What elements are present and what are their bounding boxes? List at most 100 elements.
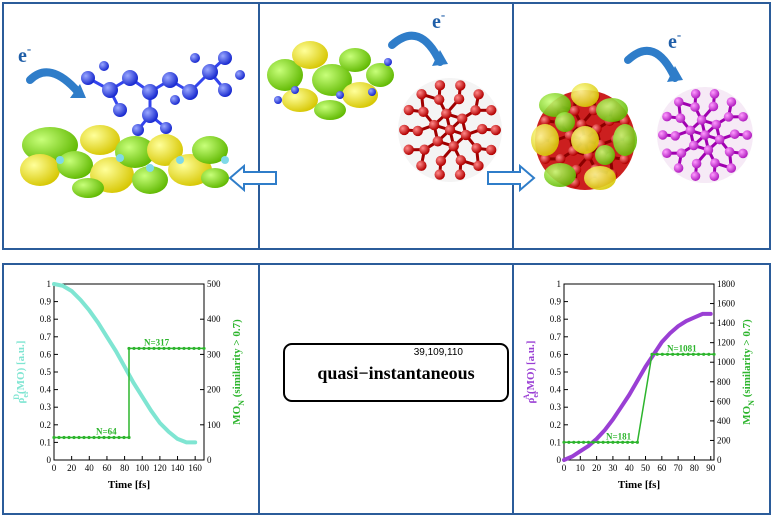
- annotation-low: N=181: [606, 431, 632, 441]
- mo-count-point: [702, 352, 706, 356]
- y-right-tick-label: 300: [207, 349, 221, 359]
- mo-count-point: [127, 346, 131, 351]
- x-tick-label: 120: [153, 463, 167, 473]
- panel-top-left: [2, 2, 260, 250]
- y-left-superscript: A: [522, 394, 531, 400]
- y-right-tick-label: 1600: [717, 299, 736, 309]
- mo-count-point: [650, 352, 654, 356]
- mo-count-point: [82, 435, 86, 440]
- y-left-symbol: ρ: [525, 397, 537, 403]
- x-axis-label: Time [fs]: [618, 479, 660, 491]
- mo-count-point: [681, 352, 685, 356]
- donor-orbital-icon: [20, 125, 229, 198]
- y-right-symbol: MO: [231, 405, 243, 424]
- y-right-tick-label: 800: [717, 377, 731, 387]
- x-tick-label: 20: [67, 463, 77, 473]
- mo-count-point: [132, 346, 136, 351]
- mo-count-point: [696, 352, 701, 356]
- y-right-tick-label: 100: [207, 420, 221, 430]
- x-tick-label: 80: [120, 463, 130, 473]
- x-tick-label: 140: [171, 463, 185, 473]
- x-tick-label: 60: [657, 463, 667, 473]
- y-right-rest: (similarity > 0.7): [741, 319, 753, 400]
- y-left-tick-label: 0: [47, 455, 52, 465]
- y-left-tick-label: 0.1: [550, 437, 561, 447]
- electron-label-right: e-: [668, 27, 681, 53]
- panel-bottom-right: [512, 263, 771, 515]
- donor-molecule-icon: [81, 51, 245, 136]
- y-right-tick-label: 200: [207, 385, 221, 395]
- y-right-tick-label: 1200: [717, 338, 736, 348]
- y-left-rest: (MO) [a.u.]: [525, 341, 537, 394]
- mo-count-point: [107, 435, 111, 440]
- y-left-symbol: ρ: [15, 397, 27, 403]
- y-left-tick-label: 0.8: [40, 314, 52, 324]
- y-left-subscript: el: [531, 391, 540, 398]
- mo-count-point: [167, 346, 171, 351]
- y-left-tick-label: 0: [557, 455, 562, 465]
- mo-count-point: [197, 346, 201, 351]
- mo-count-point: [707, 352, 711, 356]
- y-right-tick-label: 200: [717, 435, 731, 445]
- y-left-tick-label: 0.4: [550, 385, 562, 395]
- y-left-superscript: D: [12, 394, 21, 400]
- mo-count-point: [177, 346, 181, 351]
- y-right-tick-label: 400: [717, 416, 731, 426]
- mo-count-point: [655, 352, 659, 356]
- mo-count-point: [147, 346, 151, 351]
- panel-bottom-left: [2, 263, 260, 515]
- mo-count-point: [97, 435, 101, 440]
- hollow-arrow-right-icon: [487, 163, 536, 193]
- mo-count-point: [192, 346, 196, 351]
- quasi-instantaneous-label: quasi−instantaneous: [317, 363, 475, 383]
- mo-count-point: [77, 435, 81, 440]
- y-right-symbol: MO: [741, 405, 753, 424]
- mo-count-point: [567, 440, 571, 444]
- mo-count-point: [57, 435, 61, 440]
- x-tick-label: 0: [562, 463, 567, 473]
- mo-count-point: [202, 346, 206, 351]
- y-right-tick-label: 500: [207, 279, 221, 289]
- mo-count-point: [562, 440, 566, 444]
- y-left-axis-label: ρelA(MO) [a.u.]: [522, 341, 540, 404]
- x-tick-label: 70: [674, 463, 684, 473]
- y-left-tick-label: 1: [47, 279, 52, 289]
- mo-count-point: [625, 440, 630, 444]
- mo-count-point: [157, 346, 161, 351]
- y-right-axis-label: MON (similarity > 0.7): [741, 319, 756, 425]
- x-tick-label: 60: [102, 463, 112, 473]
- x-tick-label: 0: [52, 463, 57, 473]
- y-left-tick-label: 0.3: [40, 402, 52, 412]
- mo-count-point: [152, 346, 156, 351]
- x-tick-label: 30: [608, 463, 618, 473]
- mo-count-point: [92, 435, 96, 440]
- mo-count-point: [577, 440, 581, 444]
- x-tick-label: 100: [135, 463, 149, 473]
- reference-numbers: 39,109,110: [413, 347, 463, 358]
- y-right-axis-label: MON (similarity > 0.7): [231, 319, 246, 425]
- mo-count-point: [572, 440, 576, 444]
- y-left-tick-label: 0.4: [40, 385, 52, 395]
- y-right-subscript: N: [747, 400, 756, 406]
- mo-count-point: [72, 435, 76, 440]
- y-left-tick-label: 0.9: [550, 297, 562, 307]
- x-tick-label: 160: [188, 463, 202, 473]
- mo-count-point: [601, 440, 605, 444]
- mo-count-point: [122, 435, 126, 440]
- y-right-tick-label: 1000: [717, 357, 736, 367]
- mo-count-point: [102, 435, 106, 440]
- x-tick-label: 90: [706, 463, 716, 473]
- mo-count-point: [671, 352, 675, 356]
- mo-count-point: [606, 440, 610, 444]
- mo-count-point: [581, 440, 586, 444]
- mo-count-point: [660, 352, 664, 356]
- mo-count-step-line: [564, 353, 714, 444]
- electron-label-center: e-: [432, 7, 445, 33]
- y-left-tick-label: 0.2: [550, 420, 561, 430]
- y-left-tick-label: 0.1: [40, 437, 51, 447]
- annotation-high: N=1081: [667, 343, 697, 353]
- chart-donor-density: 0 20 40 60 80 100 120 140 160 0 0.1 0.2 0.3 0.4 0.5 0.6…: [12, 279, 246, 491]
- y-left-rest: (MO) [a.u.]: [15, 341, 27, 394]
- y-right-tick-label: 1400: [717, 318, 736, 328]
- chart-acceptor-density: 0 10 20 30 40 50 60 70 80 9000.10.20.30.40.50.60.…: [522, 279, 756, 491]
